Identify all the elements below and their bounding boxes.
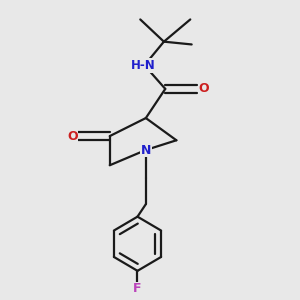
Text: O: O (199, 82, 209, 95)
Text: O: O (67, 130, 77, 142)
Text: N: N (141, 143, 151, 157)
Text: H-N: H-N (131, 59, 155, 72)
Text: F: F (133, 282, 142, 296)
